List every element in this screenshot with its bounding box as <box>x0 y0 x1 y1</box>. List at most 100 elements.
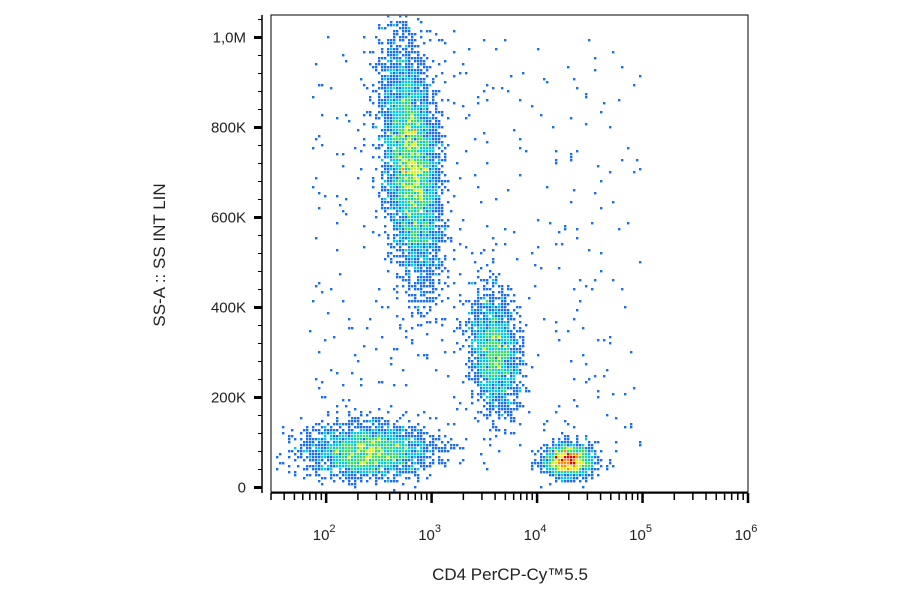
event-dot <box>513 231 516 234</box>
event-dot <box>564 471 567 474</box>
event-dot <box>360 480 363 483</box>
event-dot <box>402 456 405 459</box>
event-dot <box>558 339 561 342</box>
event-dot <box>540 465 543 468</box>
event-dot <box>414 111 417 114</box>
event-dot <box>312 426 315 429</box>
event-dot <box>474 321 477 324</box>
event-dot <box>387 189 390 192</box>
event-dot <box>483 405 486 408</box>
event-dot <box>432 198 435 201</box>
event-dot <box>315 465 318 468</box>
event-dot <box>414 474 417 477</box>
event-dot <box>546 447 549 450</box>
event-dot <box>405 132 408 135</box>
y-tick-label: 200K <box>211 390 246 407</box>
event-dot <box>333 453 336 456</box>
event-dot <box>384 135 387 138</box>
event-dot <box>426 105 429 108</box>
event-dot <box>510 393 513 396</box>
event-dot <box>396 426 399 429</box>
event-dot <box>390 135 393 138</box>
event-dot <box>390 444 393 447</box>
event-dot <box>429 279 432 282</box>
event-dot <box>405 291 408 294</box>
event-dot <box>504 303 507 306</box>
event-dot <box>507 288 510 291</box>
event-dot <box>348 480 351 483</box>
event-dot <box>369 111 372 114</box>
event-dot <box>465 300 468 303</box>
event-dot <box>438 264 441 267</box>
event-dot <box>405 216 408 219</box>
event-dot <box>402 144 405 147</box>
event-dot <box>504 375 507 378</box>
event-dot <box>399 66 402 69</box>
event-dot <box>414 438 417 441</box>
event-dot <box>600 252 603 255</box>
event-dot <box>513 366 516 369</box>
event-dot <box>573 459 576 462</box>
event-dot <box>555 459 558 462</box>
event-dot <box>315 456 318 459</box>
event-dot <box>486 333 489 336</box>
event-dot <box>432 270 435 273</box>
event-dot <box>477 315 480 318</box>
event-dot <box>399 84 402 87</box>
event-dot <box>546 81 549 84</box>
event-dot <box>546 420 549 423</box>
event-dot <box>420 90 423 93</box>
event-dot <box>438 234 441 237</box>
event-dot <box>438 111 441 114</box>
event-dot <box>498 417 501 420</box>
event-dot <box>327 468 330 471</box>
event-dot <box>411 465 414 468</box>
event-dot <box>567 465 570 468</box>
event-dot <box>516 342 519 345</box>
event-dot <box>501 369 504 372</box>
event-dot <box>423 210 426 213</box>
event-dot <box>450 240 453 243</box>
event-dot <box>339 459 342 462</box>
event-dot <box>432 213 435 216</box>
event-dot <box>429 213 432 216</box>
event-dot <box>474 333 477 336</box>
event-dot <box>483 342 486 345</box>
event-dot <box>429 150 432 153</box>
event-dot <box>333 423 336 426</box>
event-dot <box>456 444 459 447</box>
event-dot <box>486 402 489 405</box>
event-dot <box>348 483 351 486</box>
event-dot <box>414 270 417 273</box>
event-dot <box>384 75 387 78</box>
event-dot <box>420 168 423 171</box>
event-dot <box>492 348 495 351</box>
event-dot <box>579 279 582 282</box>
event-dot <box>420 132 423 135</box>
event-dot <box>411 105 414 108</box>
event-dot <box>321 84 324 87</box>
event-dot <box>402 234 405 237</box>
event-dot <box>531 450 534 453</box>
event-dot <box>594 450 597 453</box>
event-dot <box>420 225 423 228</box>
x-axis: 102 103 104 105 106 <box>270 492 757 544</box>
event-dot <box>363 438 366 441</box>
event-dot <box>513 324 516 327</box>
event-dot <box>507 372 510 375</box>
event-dot <box>423 120 426 123</box>
event-dot <box>471 342 474 345</box>
event-dot <box>375 456 378 459</box>
event-dot <box>360 378 363 381</box>
event-dot <box>372 429 375 432</box>
x-tick-label: 104 <box>524 523 547 544</box>
event-dot <box>402 36 405 39</box>
event-dot <box>576 444 579 447</box>
event-dot <box>543 423 546 426</box>
event-dot <box>450 210 453 213</box>
event-dot <box>351 450 354 453</box>
event-dot <box>432 459 435 462</box>
event-dot <box>420 138 423 141</box>
event-dot <box>513 294 516 297</box>
event-dot <box>408 39 411 42</box>
